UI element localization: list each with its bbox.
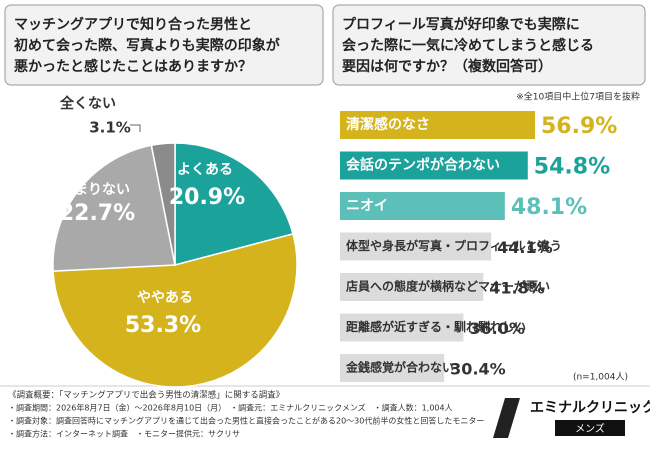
logo-name: エミナルクリニック [530, 400, 650, 416]
bar [340, 354, 445, 382]
bar-label: 清潔感のなさ [346, 116, 430, 133]
bar [340, 151, 528, 180]
value-label: 41.8% [489, 279, 545, 298]
slice-label: よくある [177, 162, 233, 178]
value-label: 36.0% [469, 319, 525, 338]
bar-label: 会話のテンポが合わない [346, 157, 500, 174]
title-box [332, 4, 646, 86]
value-label: 48.1% [511, 195, 587, 220]
bar [340, 192, 505, 220]
bar-label: 体型や身長が写真・プロフィールと違う [346, 238, 562, 253]
bar-label: 金銭感覚が合わない [345, 360, 454, 375]
logo: エミナルクリニック メンズ [493, 398, 650, 438]
chart-title: 初めて会った際、写真よりも実際の印象が [14, 37, 281, 54]
value-label: 44.1% [497, 238, 553, 257]
survey-line: ・調査対象：調査回答時にマッチングアプリを通じて出会った男性と直接会ったことがあ… [8, 416, 484, 426]
survey-line: 《調査概要：「マッチングアプリで出会う男性の清潔感」に関する調査》 [8, 390, 284, 401]
chart-title: 会った際に一気に冷めてしまうと感じる [342, 37, 594, 54]
logo-sub: メンズ [575, 422, 605, 435]
bar [340, 273, 484, 301]
slice-value: 3.1% [89, 119, 131, 137]
logo-sub-box [555, 420, 625, 436]
bar [340, 232, 492, 261]
bar-label: ニオイ [346, 198, 388, 214]
survey-line: ・調査方法：インターネット調査 ・モニター提供元：サクリサ [8, 429, 240, 439]
value-label: 30.4% [450, 360, 506, 379]
slice-value: 22.7% [59, 201, 135, 226]
bar-label: 店員への態度が横柄などマナーが悪い [346, 279, 550, 294]
bar [340, 111, 535, 139]
chart-title: 悪かったと感じたことはありますか？ [14, 58, 252, 75]
chart-title: マッチングアプリで知り合った男性と [14, 16, 252, 33]
value-label: 56.9% [541, 114, 617, 139]
pie-slice [52, 144, 176, 272]
slice-value: 20.9% [169, 185, 245, 210]
survey-line: ・調査期間：2026年8月7日（金）～2026年8月10日（月） ・調査元：エミ… [8, 403, 453, 413]
bar [340, 313, 464, 342]
pie-slice [174, 142, 294, 266]
slice-label: ややある [137, 290, 193, 306]
slice-label: あまりない [60, 182, 130, 198]
logo-mark [493, 398, 520, 438]
slice-label: 全くない [59, 95, 116, 112]
bar-label: 距離感が近すぎる・馴れ馴れしい [346, 319, 526, 334]
title-box [4, 4, 324, 86]
chart-title: 要因は何ですか？（複数回答可） [342, 58, 552, 75]
chart-title: プロフィール写真が好印象でも実際に [342, 16, 580, 33]
value-label: 54.8% [534, 155, 610, 180]
pie-slice [52, 233, 298, 388]
sample-size: (n=1,004人) [573, 372, 628, 383]
slice-value: 53.3% [125, 313, 201, 338]
note: ※全10項目中上位7項目を抜粋 [516, 91, 640, 103]
pie-slice [150, 142, 176, 266]
leader-line [130, 124, 141, 132]
